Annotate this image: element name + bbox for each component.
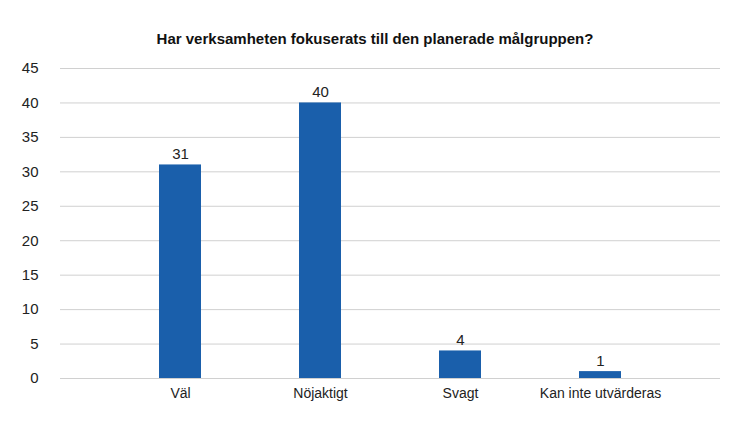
svg-text:15: 15 bbox=[22, 266, 39, 283]
svg-text:20: 20 bbox=[22, 232, 39, 249]
svg-text:35: 35 bbox=[22, 128, 39, 145]
svg-text:1: 1 bbox=[596, 352, 604, 369]
svg-text:40: 40 bbox=[22, 94, 39, 111]
svg-text:10: 10 bbox=[22, 300, 39, 317]
svg-text:5: 5 bbox=[30, 335, 38, 352]
svg-text:4: 4 bbox=[456, 331, 464, 348]
svg-text:Väl: Väl bbox=[170, 385, 190, 401]
svg-text:30: 30 bbox=[22, 163, 39, 180]
svg-text:25: 25 bbox=[22, 197, 39, 214]
svg-text:0: 0 bbox=[30, 369, 38, 386]
html-text:Har verksamheten fokuserats ti: Har verksamheten fokuserats till den pla… bbox=[156, 30, 594, 47]
svg-text:31: 31 bbox=[172, 145, 189, 162]
svg-text:Nöjaktigt: Nöjaktigt bbox=[293, 385, 348, 401]
svg-text:40: 40 bbox=[312, 83, 329, 100]
svg-text:Kan inte utvärderas: Kan inte utvärderas bbox=[540, 385, 661, 401]
svg-text:Svagt: Svagt bbox=[443, 385, 479, 401]
svg-text:45: 45 bbox=[22, 59, 39, 76]
